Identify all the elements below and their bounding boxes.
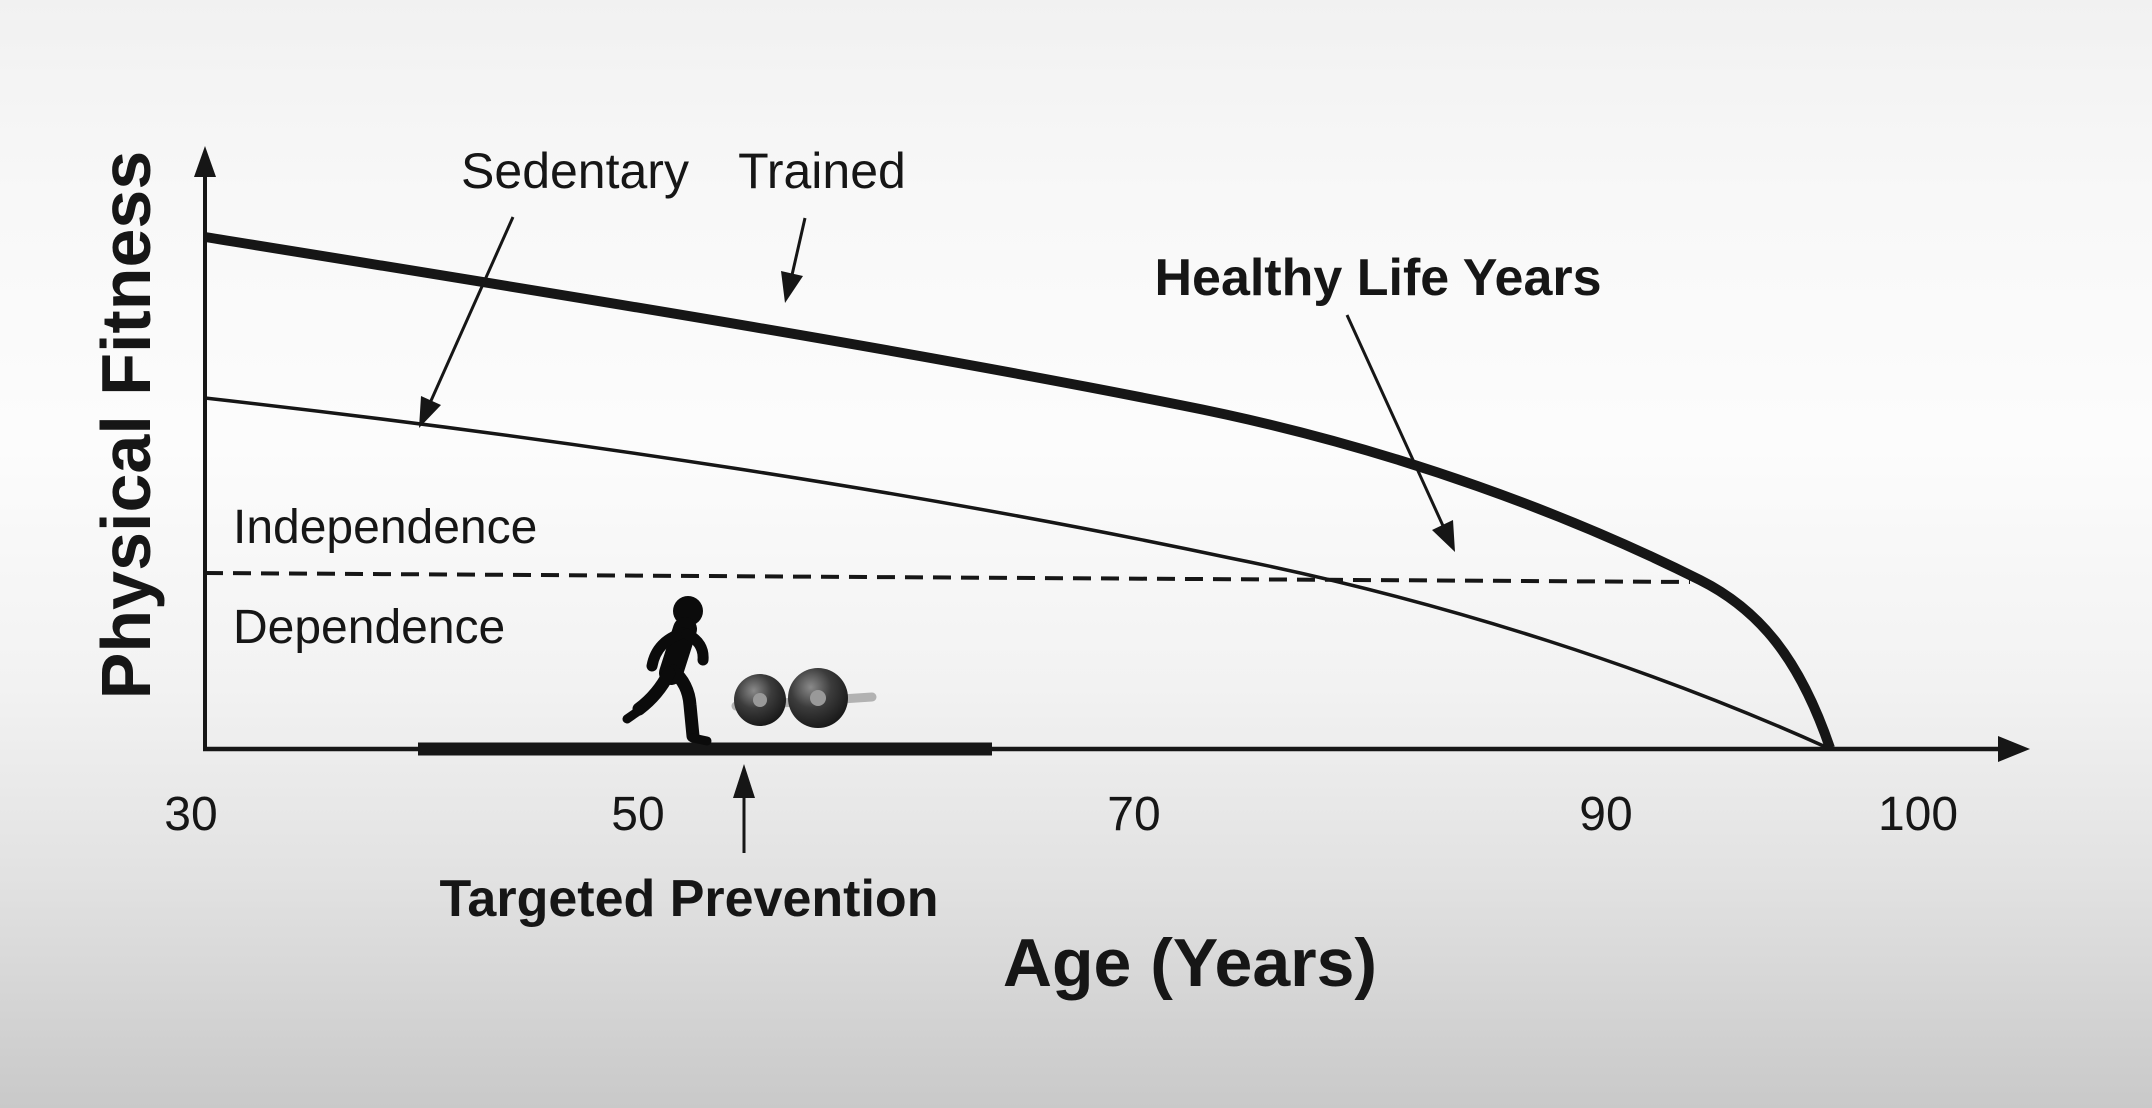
y-axis-title: Physical Fitness [87, 151, 165, 700]
sedentary-series-label: Sedentary [461, 143, 689, 199]
x-tick-label-70: 70 [1107, 788, 1160, 841]
x-tick-label-30: 30 [164, 788, 217, 841]
x-axis-title: Age (Years) [1003, 925, 1377, 1001]
dependence-label: Dependence [233, 601, 505, 654]
runner-front-foot [688, 733, 712, 746]
runner-rear-foot [622, 705, 645, 724]
x-tick-label-50: 50 [611, 788, 664, 841]
runner-rear-leg [632, 666, 676, 716]
trained-pointer-line [790, 217, 807, 276]
x-tick-label-90: 90 [1579, 788, 1632, 841]
targeted-prevention-pointer-arrowhead-icon [733, 764, 755, 798]
x-tick-label-100: 100 [1878, 788, 1958, 841]
dumbbell-right-hub [810, 690, 826, 706]
runner-rear-arm [646, 627, 689, 672]
runner-icon [622, 596, 712, 746]
trained-pointer-arrow [781, 217, 807, 303]
runner-front-arm [681, 628, 709, 666]
trained-curve [204, 232, 1835, 750]
sedentary-pointer-arrow [419, 216, 515, 428]
runner-front-leg [666, 664, 700, 743]
healthy-life-years-pointer-arrow [1345, 314, 1455, 552]
healthy-life-years-pointer-arrowhead-icon [1432, 520, 1455, 552]
trained-series-label: Trained [738, 143, 906, 199]
dumbbell-left-hub [753, 693, 767, 707]
independence-threshold-line [204, 571, 1691, 584]
x-axis-arrowhead-icon [1998, 736, 2030, 762]
sedentary-pointer-arrowhead-icon [419, 396, 441, 428]
sedentary-pointer-line [428, 216, 515, 404]
independence-label: Independence [233, 501, 537, 554]
targeted-prevention-bar [418, 742, 992, 756]
sedentary-curve [204, 396, 1829, 750]
axes [194, 146, 2030, 762]
y-axis-arrowhead-icon [194, 146, 216, 177]
targeted-prevention-label: Targeted Prevention [440, 870, 939, 928]
targeted-prevention-pointer-arrow [733, 764, 755, 853]
trained-pointer-arrowhead-icon [781, 271, 803, 303]
healthy-life-years-label: Healthy Life Years [1154, 249, 1601, 307]
healthy-life-years-pointer-line [1345, 314, 1446, 529]
dumbbell-icon [731, 668, 877, 728]
